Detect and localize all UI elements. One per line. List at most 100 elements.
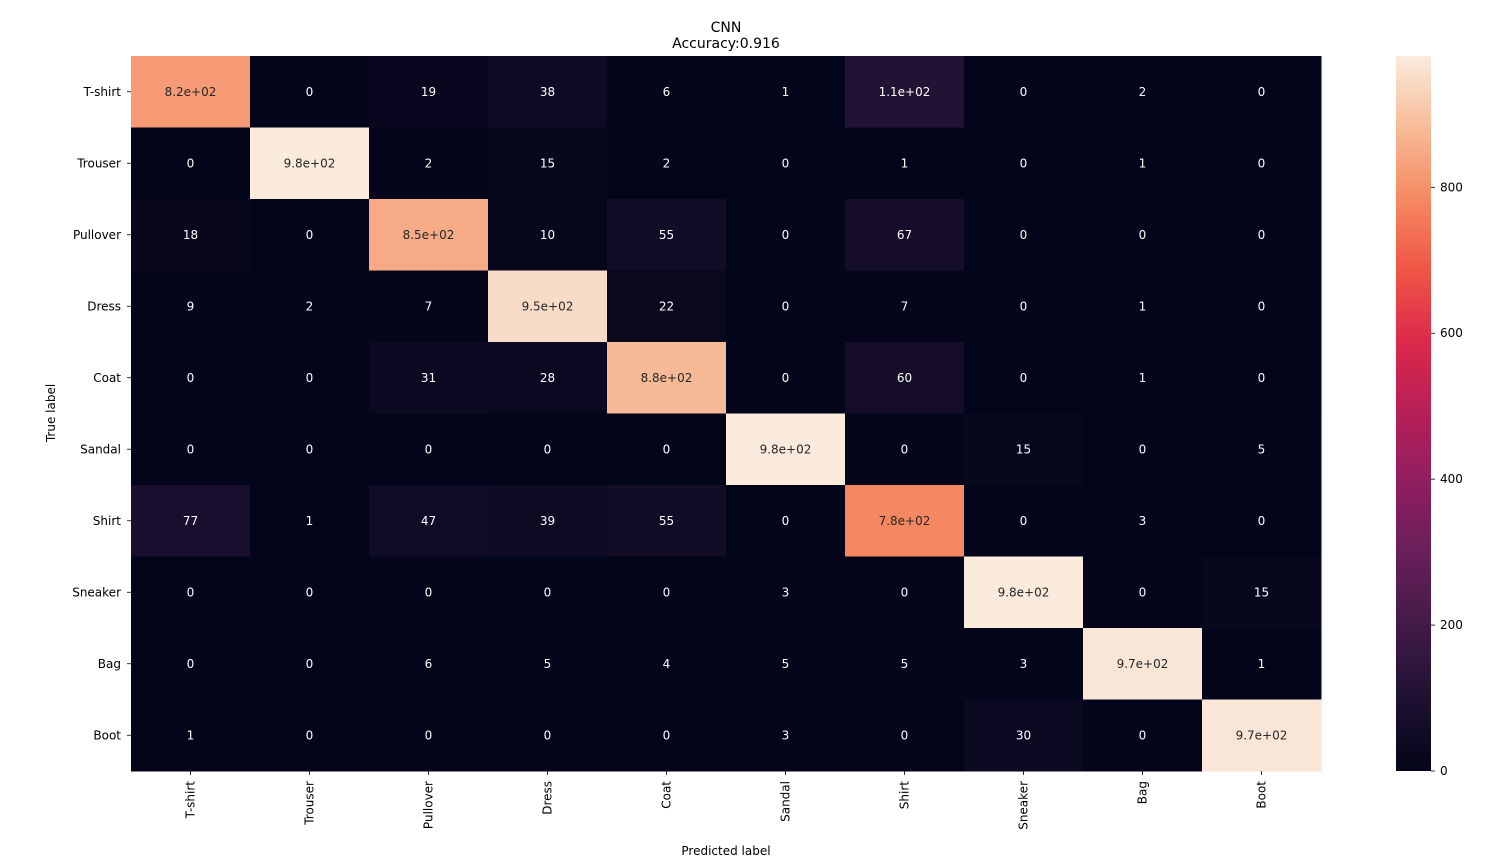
heatmap-cell <box>845 127 965 200</box>
heatmap-cell <box>1083 628 1203 700</box>
heatmap-cell <box>845 56 965 128</box>
heatmap-cell <box>607 199 727 271</box>
cell-value-label: 0 <box>782 299 790 313</box>
heatmap-cell <box>1202 485 1322 557</box>
cell-value-label: 8.2e+02 <box>165 85 217 99</box>
heatmap-cell <box>964 199 1084 271</box>
heatmap-cell <box>488 127 608 200</box>
x-tick-label: Trouser <box>303 781 317 826</box>
heatmap-cell <box>1202 127 1322 200</box>
heatmap-cell <box>250 485 370 557</box>
heatmap-cell <box>1202 270 1322 343</box>
heatmap-cell <box>1083 270 1203 343</box>
colorbar-tick-label: 200 <box>1440 618 1463 632</box>
heatmap-cell <box>964 270 1084 343</box>
y-tick-label: Trouser <box>76 156 121 170</box>
cell-value-label: 5 <box>782 657 790 671</box>
colorbar-tick-label: 400 <box>1440 472 1463 486</box>
cell-value-label: 0 <box>901 728 909 742</box>
heatmap-cell <box>488 56 608 128</box>
cell-value-label: 19 <box>421 85 436 99</box>
cell-value-label: 0 <box>1258 228 1266 242</box>
heatmap-cell <box>726 556 846 629</box>
cell-value-label: 1.1e+02 <box>879 85 931 99</box>
cell-value-label: 67 <box>897 228 912 242</box>
heatmap-cell <box>250 699 370 772</box>
cell-value-label: 77 <box>183 514 198 528</box>
x-tick-label: Dress <box>541 781 555 815</box>
cell-value-label: 6 <box>663 85 671 99</box>
heatmap-cell <box>607 485 727 557</box>
cell-value-label: 0 <box>187 657 195 671</box>
heatmap-cell <box>369 127 489 200</box>
cell-value-label: 1 <box>187 728 195 742</box>
cell-value-label: 0 <box>1139 442 1147 456</box>
heatmap-cell <box>131 270 251 343</box>
cell-value-label: 6 <box>425 657 433 671</box>
y-axis-label: True label <box>44 384 58 443</box>
heatmap-cell <box>131 342 251 414</box>
heatmap-cell <box>1202 699 1322 772</box>
cell-value-label: 1 <box>782 85 790 99</box>
heatmap-cell <box>607 556 727 629</box>
cell-value-label: 28 <box>540 371 555 385</box>
cell-value-label: 0 <box>663 585 671 599</box>
cell-value-label: 1 <box>1139 299 1147 313</box>
cell-value-label: 0 <box>187 585 195 599</box>
heatmap-cell <box>964 699 1084 772</box>
heatmap-cell <box>964 127 1084 200</box>
heatmap-cell <box>1083 556 1203 629</box>
heatmap-cell <box>369 413 489 486</box>
heatmap-cell <box>250 56 370 128</box>
y-tick-label: Dress <box>87 299 121 313</box>
heatmap-cell <box>726 413 846 486</box>
heatmap-cell <box>488 342 608 414</box>
cell-value-label: 47 <box>421 514 436 528</box>
heatmap-cell <box>607 127 727 200</box>
heatmap-cell <box>488 556 608 629</box>
heatmap-cell <box>131 485 251 557</box>
heatmap-cell <box>726 699 846 772</box>
cell-value-label: 0 <box>306 657 314 671</box>
cell-value-label: 0 <box>1258 85 1266 99</box>
cell-value-label: 31 <box>421 371 436 385</box>
cell-value-label: 0 <box>1258 156 1266 170</box>
cell-value-label: 1 <box>1139 156 1147 170</box>
cell-value-label: 0 <box>1020 371 1028 385</box>
cell-value-label: 3 <box>782 728 790 742</box>
cell-value-label: 9.8e+02 <box>998 585 1050 599</box>
cell-value-label: 39 <box>540 514 555 528</box>
heatmap-cell <box>250 413 370 486</box>
heatmap-cell <box>1083 699 1203 772</box>
heatmap-cell <box>607 270 727 343</box>
y-tick-label: Sandal <box>80 442 121 456</box>
heatmap-cell <box>250 127 370 200</box>
cell-value-label: 30 <box>1016 728 1031 742</box>
heatmap-cell <box>845 199 965 271</box>
heatmap-cell <box>131 127 251 200</box>
heatmap-cell <box>131 556 251 629</box>
colorbar-tick-label: 800 <box>1440 180 1463 194</box>
heatmap-cell <box>250 556 370 629</box>
cell-value-label: 0 <box>544 728 552 742</box>
heatmap-cell <box>607 628 727 700</box>
heatmap-cell <box>1202 556 1322 629</box>
heatmap-cell <box>369 485 489 557</box>
cell-value-label: 9 <box>187 299 195 313</box>
x-tick-label: Sandal <box>779 781 793 822</box>
cell-value-label: 0 <box>782 371 790 385</box>
cell-value-label: 9.8e+02 <box>760 442 812 456</box>
cell-value-label: 0 <box>1020 156 1028 170</box>
heatmap-cell <box>1083 127 1203 200</box>
heatmap-cell <box>607 342 727 414</box>
cell-value-label: 5 <box>544 657 552 671</box>
heatmap-cell <box>250 199 370 271</box>
y-tick-label: T-shirt <box>83 85 122 99</box>
x-tick-label: T-shirt <box>184 781 198 820</box>
heatmap-cell <box>369 556 489 629</box>
cell-value-label: 10 <box>540 228 555 242</box>
heatmap-cell <box>369 699 489 772</box>
cell-value-label: 2 <box>306 299 314 313</box>
cell-value-label: 5 <box>901 657 909 671</box>
